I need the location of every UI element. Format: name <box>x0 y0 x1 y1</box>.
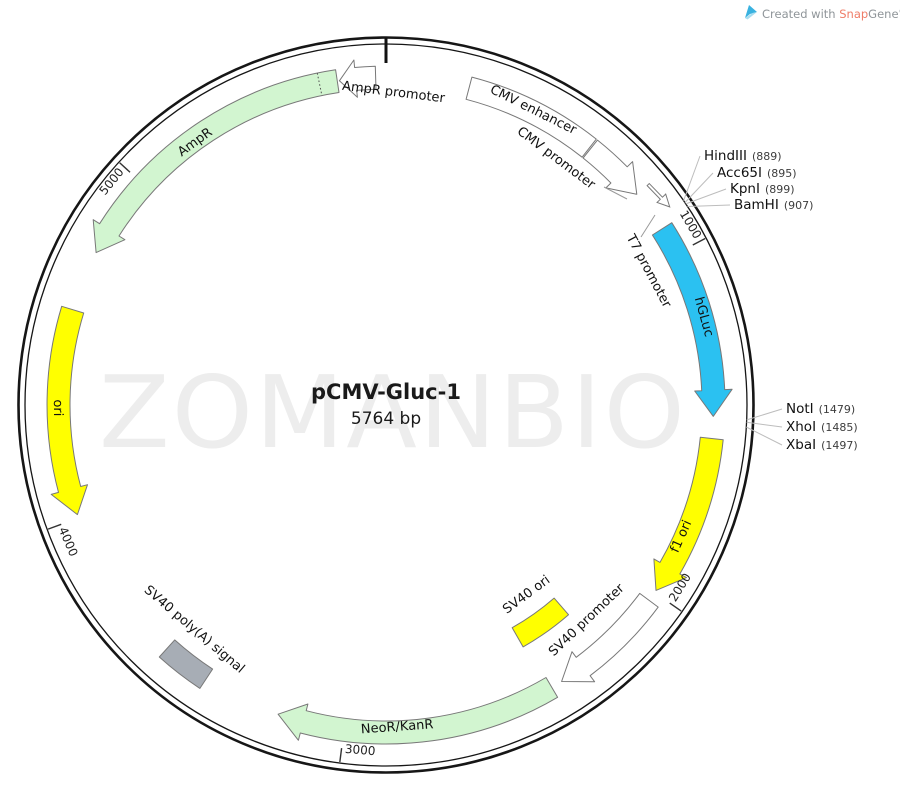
tick-mark-5000 <box>119 162 131 173</box>
plasmid-name: pCMV-Gluc-1 <box>311 380 461 404</box>
feature-arc-cmv-promoter[interactable] <box>582 139 638 195</box>
tick-label-4000: 4000 <box>56 525 81 559</box>
watermark-text: ZOMANBIO <box>99 354 687 471</box>
feature-arc-ampr-promoter[interactable] <box>338 59 377 98</box>
restriction-site-label-acc65i[interactable]: Acc65I (895) <box>717 165 797 181</box>
tick-mark-1000 <box>692 237 706 246</box>
restriction-site-layer: HindIII (889)Acc65I (895)KpnI (899)BamHI (90… <box>683 148 858 453</box>
feature-arc-neor-kanr[interactable] <box>277 677 559 745</box>
restriction-site-label-xbai[interactable]: XbaI (1497) <box>786 437 858 453</box>
tick-mark-4000 <box>47 523 62 530</box>
feature-arc-sv40-poly-a-signal[interactable] <box>158 639 214 689</box>
snapgene-logo-icon-accent <box>745 12 757 20</box>
feature-arc-f1-ori[interactable] <box>653 436 724 591</box>
site-leader-xhoi <box>746 421 783 428</box>
site-leader-acc65i <box>684 172 714 203</box>
tick-mark-3000 <box>339 748 343 763</box>
restriction-site-label-bamhi[interactable]: BamHI (907) <box>734 197 813 213</box>
feature-arc-cmv-enhancer[interactable] <box>465 76 597 158</box>
feature-label-ori[interactable]: ori <box>50 399 65 416</box>
snapgene-credit: Created with SnapGene® <box>745 5 900 21</box>
restriction-site-label-xhoi[interactable]: XhoI (1485) <box>786 419 858 435</box>
site-leader-kpni <box>685 188 727 205</box>
site-leader-noti <box>746 408 783 421</box>
backbone-outer-ring <box>17 36 755 774</box>
label-leader-line <box>640 214 656 238</box>
feature-label-neor-kanr[interactable]: NeoR/KanR <box>360 717 433 737</box>
plasmid-size: 5764 bp <box>351 409 421 429</box>
feature-label-ampr-promoter[interactable]: AmpR promoter <box>341 79 446 107</box>
feature-arc-ori[interactable] <box>46 305 88 516</box>
tick-mark-2000 <box>669 602 682 612</box>
feature-arc-hgluc[interactable] <box>651 222 733 417</box>
site-leader-hindiii <box>683 155 701 201</box>
feature-segment-divider <box>316 72 323 96</box>
label-leader-line <box>603 186 628 200</box>
feature-arc-t7-promoter[interactable] <box>644 180 674 211</box>
site-leader-xbai <box>746 426 783 446</box>
tick-label-3000: 3000 <box>344 742 376 758</box>
feature-arc-sv40-ori[interactable] <box>511 597 569 648</box>
restriction-site-label-hindiii[interactable]: HindIII (889) <box>704 148 782 164</box>
snapgene-logo-icon <box>745 5 757 18</box>
site-leader-bamhi <box>687 204 731 207</box>
credit-text: Created with SnapGene® <box>762 7 900 21</box>
restriction-site-label-noti[interactable]: NotI (1479) <box>786 401 855 417</box>
feature-arc-ampr[interactable] <box>92 69 340 254</box>
feature-arc-sv40-promoter[interactable] <box>561 592 659 683</box>
restriction-site-label-kpni[interactable]: KpnI (899) <box>730 181 795 197</box>
